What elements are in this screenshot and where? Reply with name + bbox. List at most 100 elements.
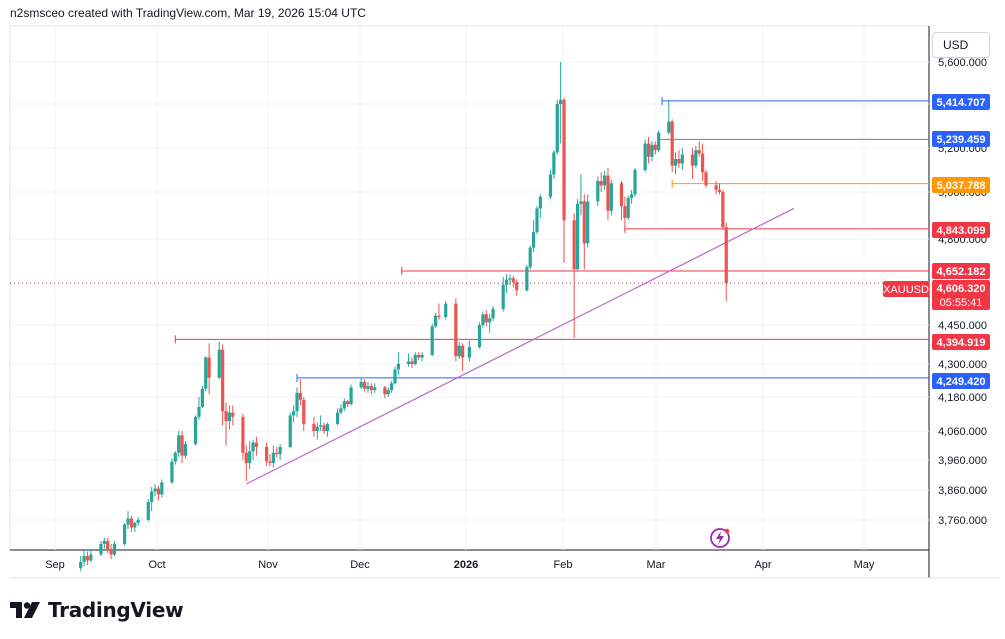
candle <box>136 517 140 526</box>
candle <box>653 141 657 155</box>
candle-body <box>156 488 161 495</box>
candle-body <box>244 452 248 463</box>
candle-body <box>488 318 492 323</box>
candle-body <box>586 201 590 244</box>
y-tick-label: 3,960.000 <box>938 455 987 467</box>
candle <box>555 99 559 155</box>
candle-body <box>717 189 722 192</box>
candle <box>461 343 465 371</box>
candle-body <box>555 104 559 153</box>
price-tag-bg <box>932 222 990 238</box>
candle-body <box>278 446 282 455</box>
candle-body <box>481 314 485 325</box>
candle-body <box>177 435 181 453</box>
candle-body <box>339 408 343 413</box>
candle <box>491 306 495 321</box>
candle <box>315 422 319 440</box>
candle-body <box>150 491 154 502</box>
candle-body <box>224 411 228 422</box>
candle <box>349 384 353 406</box>
candle <box>396 352 400 375</box>
candle-body <box>680 154 684 164</box>
candle-body <box>153 488 157 492</box>
candle-body <box>420 354 424 358</box>
candle-body <box>271 452 275 463</box>
symbol-tag-bg <box>883 281 929 297</box>
candle <box>173 451 177 465</box>
candle <box>477 322 482 349</box>
candle-body <box>241 416 245 453</box>
candle-body <box>433 315 438 327</box>
candle <box>180 431 184 463</box>
candle <box>383 386 387 399</box>
candle-body <box>643 143 647 170</box>
candle <box>292 405 296 423</box>
candle <box>650 141 654 162</box>
price-tag-bg <box>932 131 990 147</box>
candle <box>680 148 684 170</box>
candle-body <box>477 325 482 348</box>
candle <box>106 538 110 553</box>
candle-body <box>410 361 414 364</box>
x-tick-label: Nov <box>258 559 278 571</box>
candle-body <box>264 446 269 462</box>
candle-body <box>690 154 695 166</box>
candle-body <box>369 386 373 391</box>
tradingview-logo[interactable]: TradingView <box>10 597 184 623</box>
candle <box>363 379 367 392</box>
candle-body <box>129 518 133 528</box>
candle-body <box>623 206 627 218</box>
price-tag-label: 5,037.788 <box>937 180 986 192</box>
y-tick-label: 4,180.000 <box>938 392 987 404</box>
candle <box>217 341 221 380</box>
candle-body <box>221 349 225 412</box>
candle <box>129 515 133 532</box>
currency-button[interactable]: USD <box>932 32 990 58</box>
candle <box>153 484 157 496</box>
horizontal-levels <box>10 96 929 382</box>
candle <box>406 353 411 367</box>
candle-body <box>670 121 674 166</box>
price-tag-bg <box>932 177 990 193</box>
candle <box>515 279 519 296</box>
candle-body <box>444 303 448 317</box>
lightning-bolt-icon <box>716 531 724 545</box>
candle <box>79 556 83 571</box>
candle <box>271 445 275 468</box>
candle-body <box>596 181 600 202</box>
price-tag-label: 5,414.707 <box>937 97 986 109</box>
candle-body <box>575 203 580 270</box>
price-tag-label: 4,249.420 <box>937 376 986 388</box>
notification-dot-icon <box>724 528 730 534</box>
candle <box>241 414 245 460</box>
candle <box>528 245 532 270</box>
x-tick-label: Sep <box>45 559 65 571</box>
candle-body <box>667 121 671 133</box>
candle-body <box>268 461 272 463</box>
candle-body <box>251 442 255 452</box>
candle-body <box>99 544 103 555</box>
candle-body <box>123 524 127 544</box>
candle-body <box>619 183 624 207</box>
candle <box>177 431 181 458</box>
candle <box>231 405 235 426</box>
candle-body <box>254 442 259 447</box>
candle-body <box>173 452 177 462</box>
candle-body <box>386 390 390 395</box>
candle <box>224 402 228 446</box>
y-tick-label: 5,600.000 <box>938 57 987 69</box>
candle <box>410 357 414 369</box>
candle <box>504 274 509 293</box>
candle <box>694 145 698 168</box>
candle <box>170 458 174 484</box>
candle-body <box>673 159 678 166</box>
candle-body <box>633 170 637 195</box>
grid-lines <box>9 25 1000 579</box>
candle-body <box>170 461 174 483</box>
candle-body <box>204 357 208 389</box>
candle <box>670 119 674 173</box>
y-tick-label: 4,060.000 <box>938 426 987 438</box>
candle <box>366 381 370 393</box>
candle <box>89 550 93 562</box>
candle-body <box>501 284 505 309</box>
